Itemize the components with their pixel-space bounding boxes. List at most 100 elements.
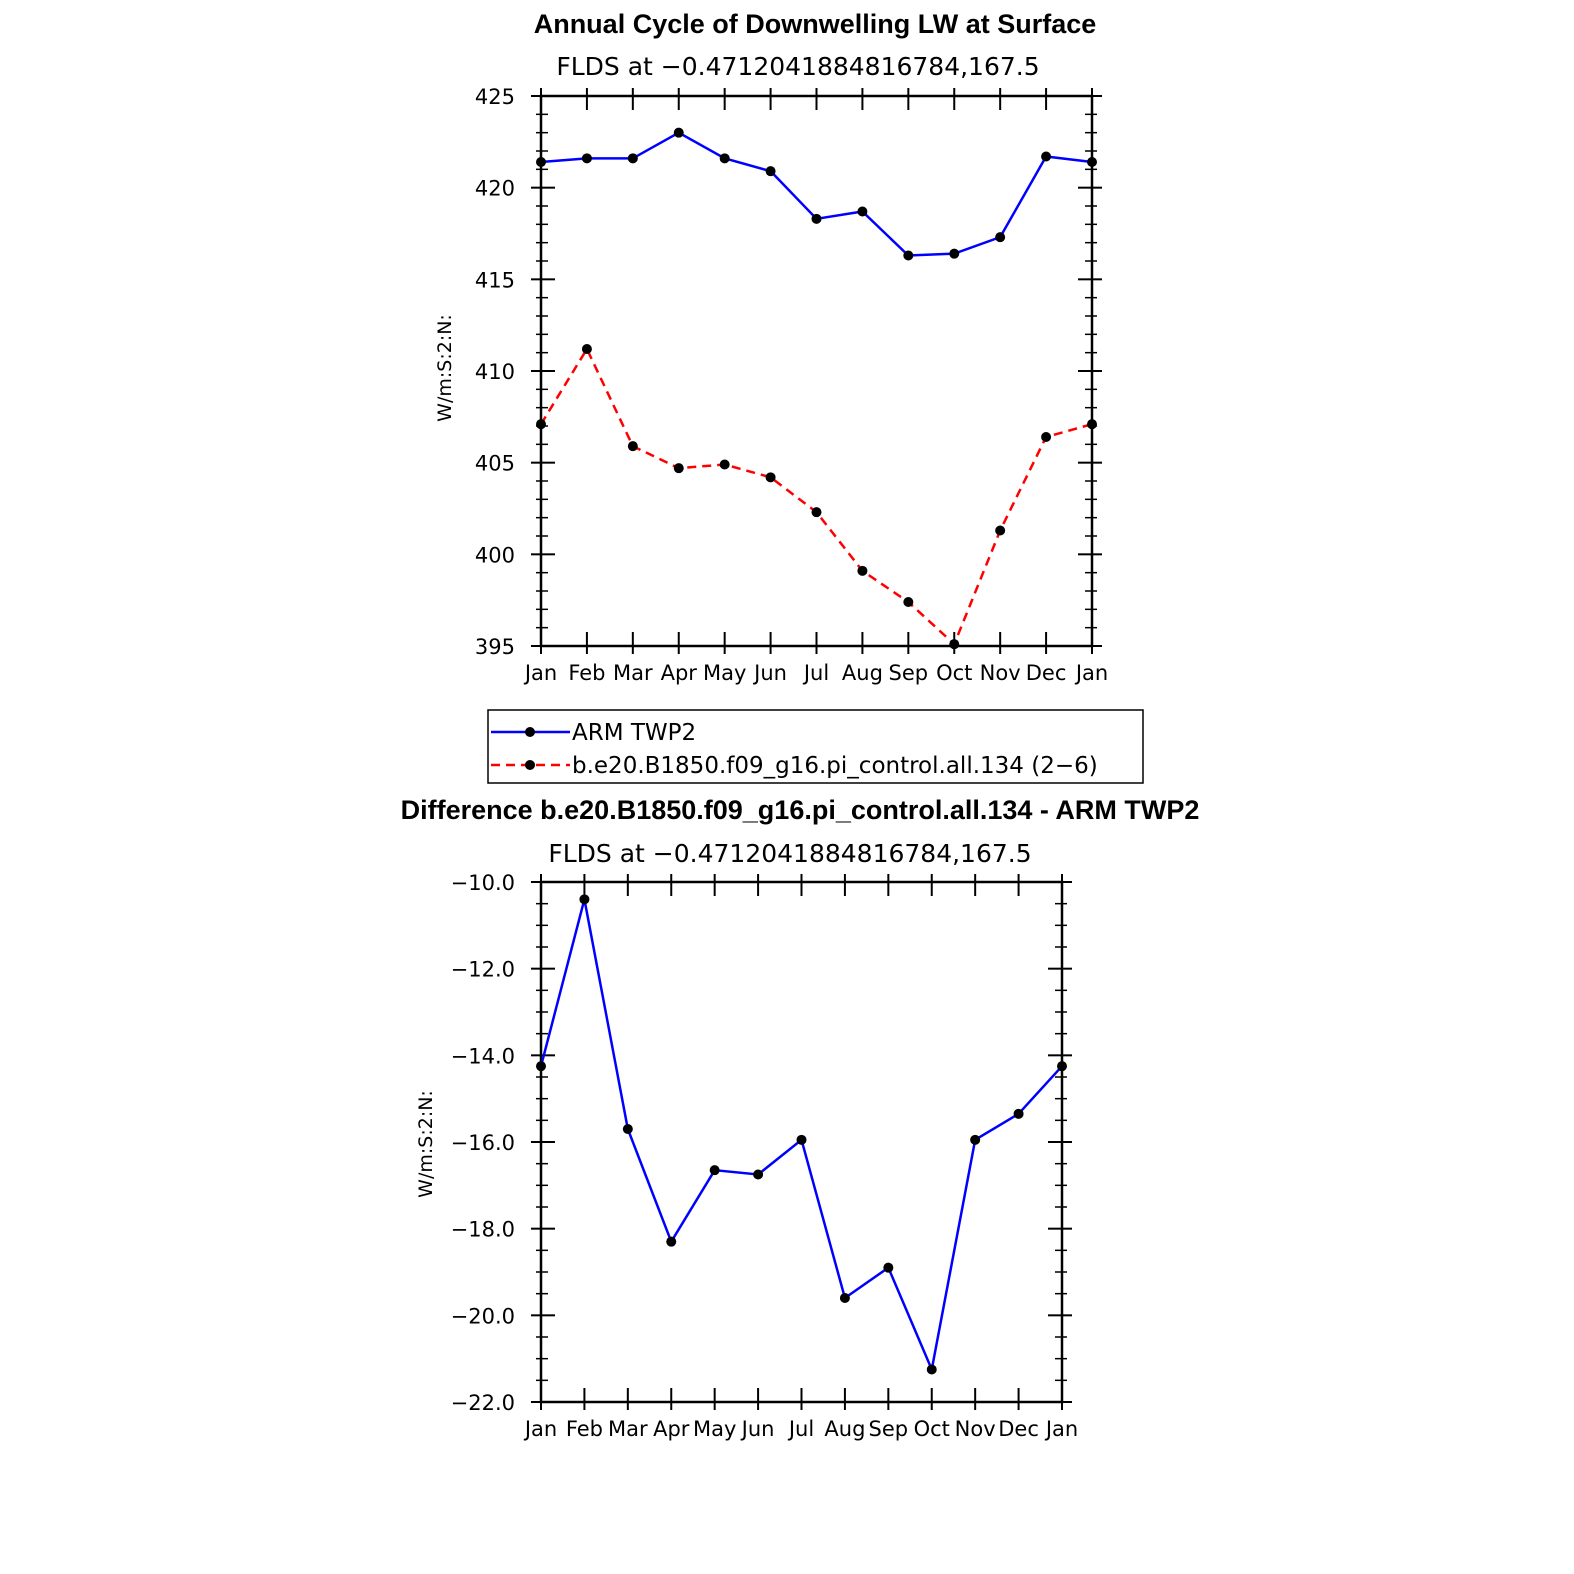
y-tick-label: 425 bbox=[475, 85, 515, 109]
x-tick-label: Jan bbox=[523, 661, 557, 685]
x-tick-label: Oct bbox=[914, 1417, 950, 1441]
legend-box bbox=[487, 709, 1144, 784]
data-point bbox=[811, 213, 822, 224]
y-axis-label: W/m:S:2:N: bbox=[434, 314, 456, 422]
x-tick-label: Mar bbox=[613, 661, 653, 685]
x-tick-label: Sep bbox=[869, 1417, 909, 1441]
legend-marker-arm bbox=[525, 727, 535, 737]
data-point bbox=[1041, 432, 1052, 442]
y-tick-label: 415 bbox=[475, 268, 515, 292]
data-point bbox=[627, 441, 638, 452]
x-tick-label: Oct bbox=[936, 661, 972, 685]
data-point bbox=[579, 894, 590, 905]
legend-label-arm: ARM TWP2 bbox=[572, 720, 696, 746]
data-point bbox=[536, 419, 546, 430]
data-point bbox=[857, 206, 868, 217]
data-point bbox=[926, 1364, 937, 1375]
data-point bbox=[995, 232, 1006, 243]
data-point bbox=[719, 459, 730, 470]
chart-title: Difference b.e20.B1850.f09_g16.pi_contro… bbox=[401, 795, 1200, 825]
data-point bbox=[1087, 419, 1097, 430]
data-point bbox=[903, 597, 914, 607]
x-tick-label: Apr bbox=[661, 661, 698, 685]
data-point bbox=[1057, 1061, 1067, 1072]
x-tick-label: Jan bbox=[1074, 661, 1108, 685]
data-point bbox=[796, 1134, 807, 1145]
x-tick-label: Jan bbox=[523, 1417, 557, 1441]
plot-frame bbox=[539, 94, 1094, 648]
annual-cycle-chart: Annual Cycle of Downwelling LW at Surfac… bbox=[434, 9, 1144, 784]
data-point bbox=[857, 565, 868, 576]
y-tick-label: 410 bbox=[475, 360, 515, 384]
legend-label-model: b.e20.B1850.f09_g16.pi_control.all.134 (… bbox=[572, 753, 1098, 779]
series-line-0 bbox=[539, 899, 1063, 1374]
data-point bbox=[970, 1134, 981, 1145]
y-tick-label: 400 bbox=[475, 543, 515, 567]
y-tick-label: −22.0 bbox=[451, 1391, 515, 1415]
x-tick-label: Nov bbox=[955, 1417, 996, 1441]
x-tick-label: May bbox=[703, 661, 746, 685]
x-tick-label: Feb bbox=[566, 1417, 603, 1441]
y-tick-label: 395 bbox=[475, 635, 515, 659]
data-point bbox=[719, 153, 730, 164]
data-point bbox=[627, 153, 638, 164]
chart-subtitle: FLDS at −0.4712041884816784,167.5 bbox=[556, 52, 1039, 81]
y-axis-label: W/m:S:2:N: bbox=[415, 1090, 437, 1198]
series-line-1 bbox=[539, 346, 1093, 647]
y-tick-label: −20.0 bbox=[451, 1304, 515, 1328]
x-tick-label: Aug bbox=[824, 1417, 865, 1441]
data-point bbox=[765, 166, 776, 177]
y-tick-label: −16.0 bbox=[451, 1131, 515, 1155]
data-point bbox=[995, 525, 1006, 536]
y-tick-label: 420 bbox=[475, 177, 515, 201]
y-tick-label: −10.0 bbox=[451, 871, 515, 895]
data-point bbox=[765, 472, 776, 483]
data-point bbox=[839, 1293, 850, 1303]
data-point bbox=[673, 127, 684, 138]
data-point bbox=[581, 344, 592, 354]
x-tick-label: Dec bbox=[998, 1417, 1039, 1441]
series-line-0 bbox=[540, 131, 1093, 257]
series-group bbox=[536, 894, 1067, 1375]
axes: Jan Feb Mar Apr May Jun Jul Aug Sep Oct Nov Dec Jan 3… bbox=[475, 85, 1108, 685]
data-point bbox=[811, 507, 822, 518]
x-tick-label: Jun bbox=[740, 1417, 775, 1441]
data-point bbox=[1013, 1108, 1024, 1119]
y-tick-label: −18.0 bbox=[451, 1218, 515, 1242]
x-tick-label: Dec bbox=[1026, 661, 1067, 685]
x-tick-label: Nov bbox=[980, 661, 1021, 685]
x-tick-label: Jan bbox=[1044, 1417, 1078, 1441]
data-point bbox=[883, 1262, 894, 1273]
x-tick-label: Mar bbox=[608, 1417, 648, 1441]
x-tick-label: Jun bbox=[752, 661, 787, 685]
x-tick-label: Feb bbox=[568, 661, 605, 685]
chart-subtitle: FLDS at −0.4712041884816784,167.5 bbox=[548, 839, 1031, 868]
axes: Jan Feb Mar Apr May Jun Jul Aug Sep Oct Nov Dec Jan−… bbox=[451, 871, 1079, 1441]
chart-title: Annual Cycle of Downwelling LW at Surfac… bbox=[534, 9, 1097, 39]
data-point bbox=[673, 463, 684, 474]
data-point bbox=[666, 1236, 677, 1247]
data-point bbox=[622, 1124, 633, 1134]
x-tick-label: Aug bbox=[842, 661, 883, 685]
series-group bbox=[536, 127, 1097, 650]
data-point bbox=[1041, 151, 1052, 162]
data-point bbox=[709, 1165, 720, 1176]
data-point bbox=[1087, 157, 1097, 167]
data-point bbox=[949, 639, 960, 650]
x-tick-label: May bbox=[693, 1417, 736, 1441]
x-tick-label: Sep bbox=[889, 661, 929, 685]
legend-marker-model bbox=[525, 760, 535, 770]
y-tick-label: −14.0 bbox=[451, 1044, 515, 1068]
data-point bbox=[949, 248, 960, 259]
x-tick-label: Jul bbox=[802, 661, 829, 685]
data-point bbox=[903, 250, 914, 261]
x-tick-label: Apr bbox=[653, 1417, 690, 1441]
y-tick-label: −12.0 bbox=[451, 958, 515, 982]
y-tick-label: 405 bbox=[475, 452, 515, 476]
data-point bbox=[581, 153, 592, 164]
data-point bbox=[753, 1169, 764, 1180]
data-point bbox=[536, 1061, 546, 1072]
difference-chart: Difference b.e20.B1850.f09_g16.pi_contro… bbox=[401, 795, 1200, 1441]
legend: ARM TWP2 b.e20.B1850.f09_g16.pi_control.… bbox=[487, 709, 1144, 784]
